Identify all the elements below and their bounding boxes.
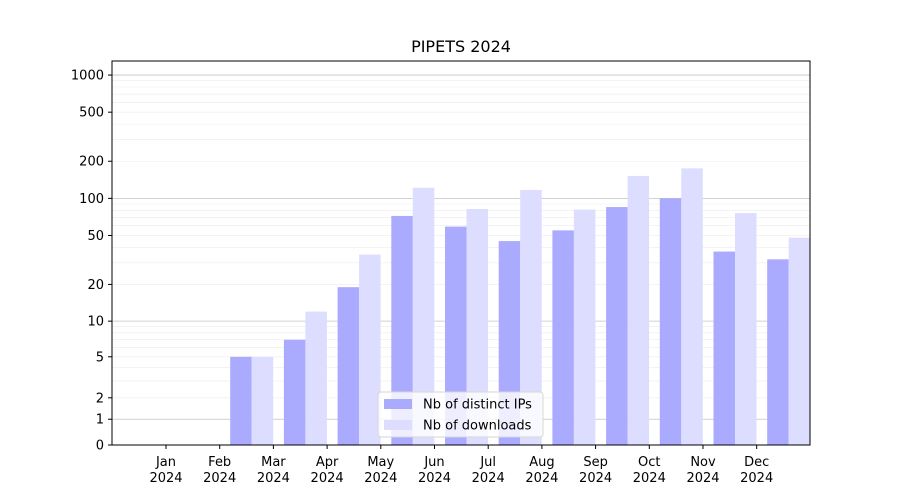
legend-label: Nb of distinct IPs (423, 398, 532, 413)
y-tick-label: 10 (87, 315, 104, 330)
chart-title: PIPETS 2024 (411, 37, 511, 56)
legend: Nb of distinct IPs Nb of downloads (377, 391, 544, 438)
x-tick-label: Dec 2024 (740, 455, 773, 486)
legend-box (377, 391, 544, 438)
y-tick-label: 5 (96, 350, 104, 365)
x-axis: Jan 2024 Feb 2024 Mar 2024 Apr 2024 May 2024 Jun 20… (149, 445, 773, 486)
bar-downloads (466, 208, 488, 445)
bar-downloads (359, 254, 381, 445)
bar-downloads (788, 237, 811, 445)
x-tick-label: Jun 2024 (418, 455, 451, 486)
bar-downloads (412, 187, 435, 445)
bar-ips (445, 226, 467, 445)
bar-ips (606, 207, 628, 445)
x-tick-label: May 2024 (364, 455, 397, 486)
bar-ips (283, 339, 306, 445)
y-tick-label: 200 (79, 155, 104, 170)
y-tick-label: 0 (96, 439, 104, 454)
bar-ips (391, 215, 413, 445)
bar-downloads (627, 175, 650, 446)
legend-swatch (384, 420, 412, 430)
x-tick-label: Jan 2024 (149, 455, 182, 486)
y-tick-label: 50 (87, 229, 104, 244)
legend-swatch (384, 399, 412, 409)
bar-ips (230, 356, 252, 445)
y-tick-label: 1 (96, 413, 104, 428)
bar-downloads (681, 168, 703, 446)
x-tick-label: Sep 2024 (579, 455, 612, 486)
bar-ips (337, 287, 360, 445)
y-tick-label: 2 (96, 391, 104, 406)
plot-frame (111, 60, 811, 446)
x-tick-label: Apr 2024 (311, 455, 344, 486)
x-tick-label: Aug 2024 (525, 455, 558, 486)
y-tick-label: 100 (79, 192, 104, 207)
bar-downloads (520, 189, 542, 445)
x-tick-label: Mar 2024 (257, 455, 290, 486)
y-tick-label: 500 (79, 106, 104, 121)
legend-label: Nb of downloads (423, 419, 532, 434)
bar-ips (713, 251, 735, 445)
x-tick-label: Jul 2024 (472, 455, 505, 486)
bar-downloads (735, 213, 757, 445)
x-tick-label: Nov 2024 (686, 455, 719, 486)
bar-ips (659, 198, 682, 445)
x-tick-label: Oct 2024 (633, 455, 666, 486)
y-axis: 0 1 2 5 10 20 50 100 200 500 1000 (71, 69, 112, 454)
bar-downloads (251, 356, 274, 445)
bars-layer (230, 168, 811, 446)
y-tick-label: 20 (87, 278, 104, 293)
bar-downloads (305, 311, 327, 445)
bar-downloads (573, 209, 596, 445)
bar-ips (552, 230, 574, 445)
y-tick-label: 1000 (71, 69, 104, 84)
bar-ips (767, 259, 789, 445)
x-tick-label: Feb 2024 (203, 455, 236, 486)
